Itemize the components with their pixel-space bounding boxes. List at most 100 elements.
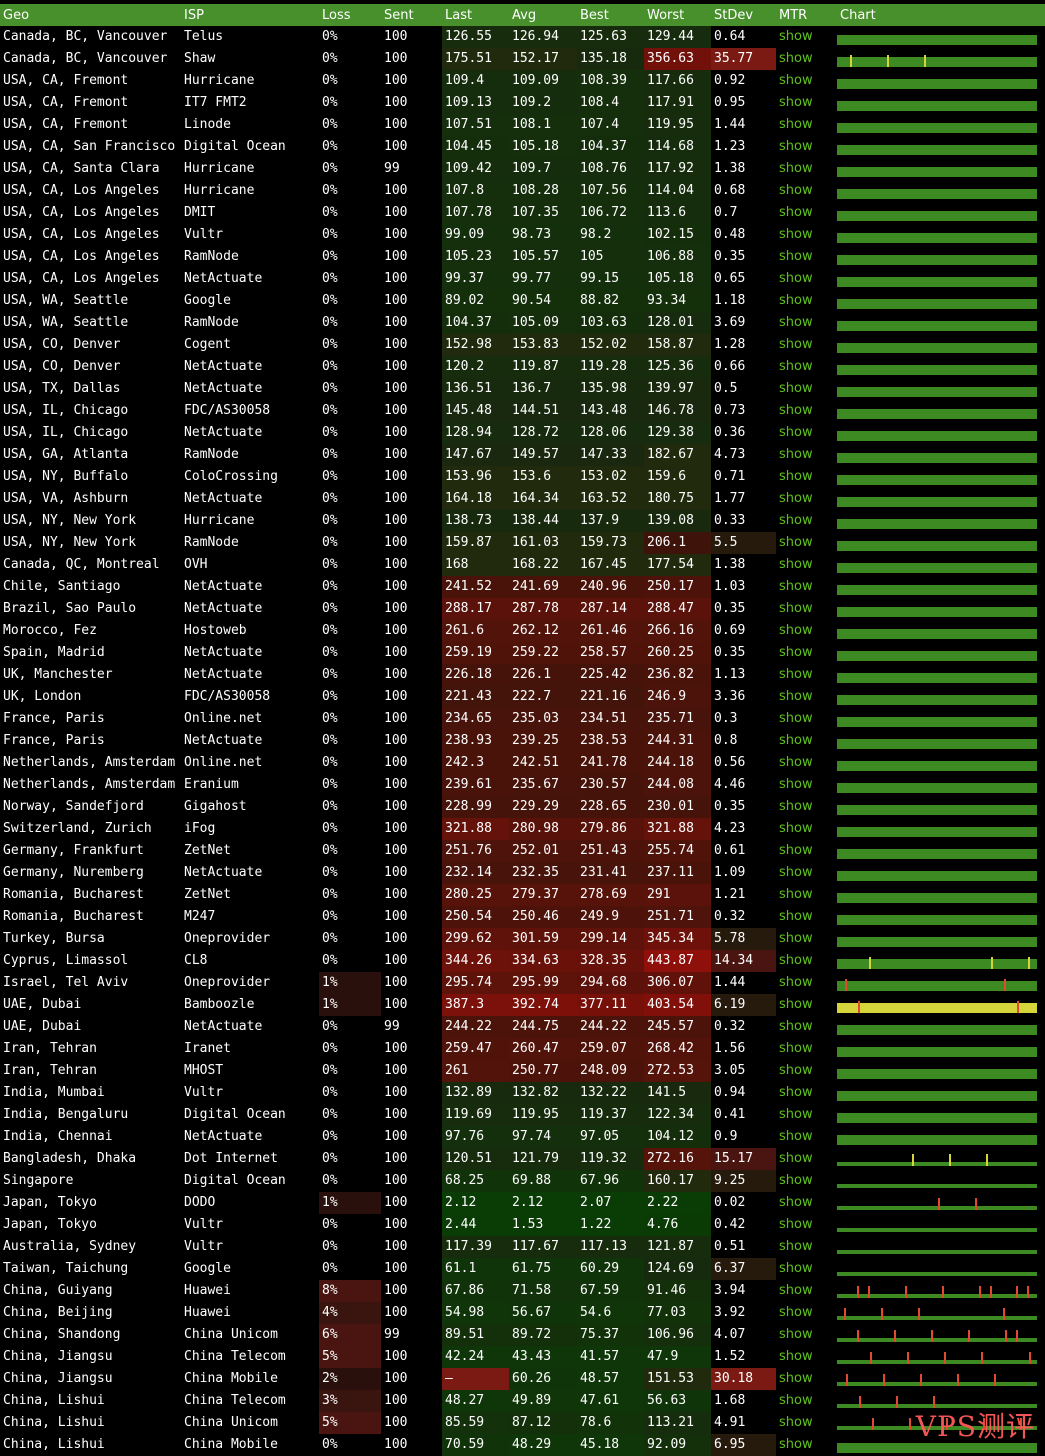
mtr-show-link[interactable]: show — [779, 359, 813, 374]
mtr-show-link[interactable]: show — [779, 1041, 813, 1056]
cell-geo: France, Paris — [3, 733, 105, 748]
mtr-show-link[interactable]: show — [779, 293, 813, 308]
mtr-show-link[interactable]: show — [779, 645, 813, 660]
mtr-show-link[interactable]: show — [779, 381, 813, 396]
mtr-show-link[interactable]: show — [779, 1437, 813, 1452]
cell-last: 67.86 — [442, 1280, 509, 1302]
mtr-show-link[interactable]: show — [779, 755, 813, 770]
mtr-show-link[interactable]: show — [779, 821, 813, 836]
mtr-show-link[interactable]: show — [779, 29, 813, 44]
cell-stdev: 0.71 — [714, 469, 746, 484]
mtr-show-link[interactable]: show — [779, 887, 813, 902]
mtr-show-link[interactable]: show — [779, 1173, 813, 1188]
chart-cell — [837, 466, 1045, 488]
cell-loss: 1% — [319, 972, 381, 994]
mtr-show-link[interactable]: show — [779, 997, 813, 1012]
mtr-show-link[interactable]: show — [779, 73, 813, 88]
col-loss[interactable]: Loss — [319, 4, 381, 26]
chart-spike — [918, 1307, 920, 1320]
cell-loss: 0% — [322, 491, 338, 506]
mtr-show-link[interactable]: show — [779, 1393, 813, 1408]
mtr-show-link[interactable]: show — [779, 799, 813, 814]
cell-last: 147.67 — [442, 444, 509, 466]
col-isp[interactable]: ISP — [181, 4, 319, 26]
mtr-show-link[interactable]: show — [779, 183, 813, 198]
mtr-show-link[interactable]: show — [779, 579, 813, 594]
cell-loss: 0% — [322, 667, 338, 682]
mtr-show-link[interactable]: show — [779, 1129, 813, 1144]
mtr-show-link[interactable]: show — [779, 1063, 813, 1078]
mtr-show-link[interactable]: show — [779, 469, 813, 484]
latency-chart-bar — [837, 1001, 1037, 1013]
mtr-show-link[interactable]: show — [779, 1283, 813, 1298]
col-best[interactable]: Best — [577, 4, 644, 26]
mtr-show-link[interactable]: show — [779, 139, 813, 154]
mtr-show-link[interactable]: show — [779, 865, 813, 880]
col-last[interactable]: Last — [442, 4, 509, 26]
mtr-show-link[interactable]: show — [779, 975, 813, 990]
mtr-show-link[interactable]: show — [779, 623, 813, 638]
mtr-show-link[interactable]: show — [779, 601, 813, 616]
col-mtr[interactable]: MTR — [776, 4, 837, 26]
mtr-show-link[interactable]: show — [779, 403, 813, 418]
cell-last: 259.19 — [442, 642, 509, 664]
mtr-show-link[interactable]: show — [779, 1415, 813, 1430]
cell-loss: 0% — [322, 315, 338, 330]
col-stdev[interactable]: StDev — [711, 4, 776, 26]
mtr-show-link[interactable]: show — [779, 1327, 813, 1342]
mtr-show-link[interactable]: show — [779, 337, 813, 352]
mtr-show-link[interactable]: show — [779, 711, 813, 726]
mtr-show-link[interactable]: show — [779, 205, 813, 220]
cell-avg: 99.77 — [509, 268, 577, 290]
mtr-show-link[interactable]: show — [779, 1019, 813, 1034]
mtr-show-link[interactable]: show — [779, 51, 813, 66]
col-avg[interactable]: Avg — [509, 4, 577, 26]
mtr-show-link[interactable]: show — [779, 689, 813, 704]
cell-stdev: 0.33 — [714, 513, 746, 528]
mtr-show-link[interactable]: show — [779, 1195, 813, 1210]
mtr-show-link[interactable]: show — [779, 667, 813, 682]
mtr-show-link[interactable]: show — [779, 1085, 813, 1100]
mtr-show-link[interactable]: show — [779, 1151, 813, 1166]
mtr-show-link[interactable]: show — [779, 1239, 813, 1254]
cell-stdev: 6.95 — [711, 1434, 776, 1456]
mtr-show-link[interactable]: show — [779, 447, 813, 462]
col-sent[interactable]: Sent — [381, 4, 442, 26]
cell-avg: 229.29 — [509, 796, 577, 818]
mtr-show-link[interactable]: show — [779, 1107, 813, 1122]
mtr-show-link[interactable]: show — [779, 227, 813, 242]
mtr-show-link[interactable]: show — [779, 1349, 813, 1364]
mtr-show-link[interactable]: show — [779, 953, 813, 968]
mtr-show-link[interactable]: show — [779, 909, 813, 924]
mtr-show-link[interactable]: show — [779, 1305, 813, 1320]
mtr-show-link[interactable]: show — [779, 1261, 813, 1276]
cell-geo: Chile, Santiago — [3, 579, 121, 594]
cell-worst: 244.31 — [644, 730, 711, 752]
chart-cell — [837, 1324, 1045, 1346]
mtr-show-link[interactable]: show — [779, 425, 813, 440]
mtr-show-link[interactable]: show — [779, 117, 813, 132]
col-worst[interactable]: Worst — [644, 4, 711, 26]
mtr-show-link[interactable]: show — [779, 843, 813, 858]
mtr-show-link[interactable]: show — [779, 535, 813, 550]
mtr-show-link[interactable]: show — [779, 1371, 813, 1386]
cell-worst: 180.75 — [644, 488, 711, 510]
mtr-show-link[interactable]: show — [779, 315, 813, 330]
mtr-show-link[interactable]: show — [779, 557, 813, 572]
mtr-show-link[interactable]: show — [779, 931, 813, 946]
chart-cell — [837, 972, 1045, 994]
mtr-show-link[interactable]: show — [779, 249, 813, 264]
mtr-show-link[interactable]: show — [779, 1217, 813, 1232]
mtr-show-link[interactable]: show — [779, 95, 813, 110]
mtr-show-link[interactable]: show — [779, 513, 813, 528]
chart-cell — [837, 422, 1045, 444]
cell-stdev: 3.36 — [714, 689, 746, 704]
cell-stdev: 0.32 — [714, 909, 746, 924]
mtr-show-link[interactable]: show — [779, 161, 813, 176]
mtr-show-link[interactable]: show — [779, 777, 813, 792]
table-row: Switzerland, Zurich iFog 0% 100 321.88 280.98… — [0, 818, 1045, 840]
col-geo[interactable]: Geo — [0, 4, 181, 26]
mtr-show-link[interactable]: show — [779, 271, 813, 286]
mtr-show-link[interactable]: show — [779, 733, 813, 748]
mtr-show-link[interactable]: show — [779, 491, 813, 506]
